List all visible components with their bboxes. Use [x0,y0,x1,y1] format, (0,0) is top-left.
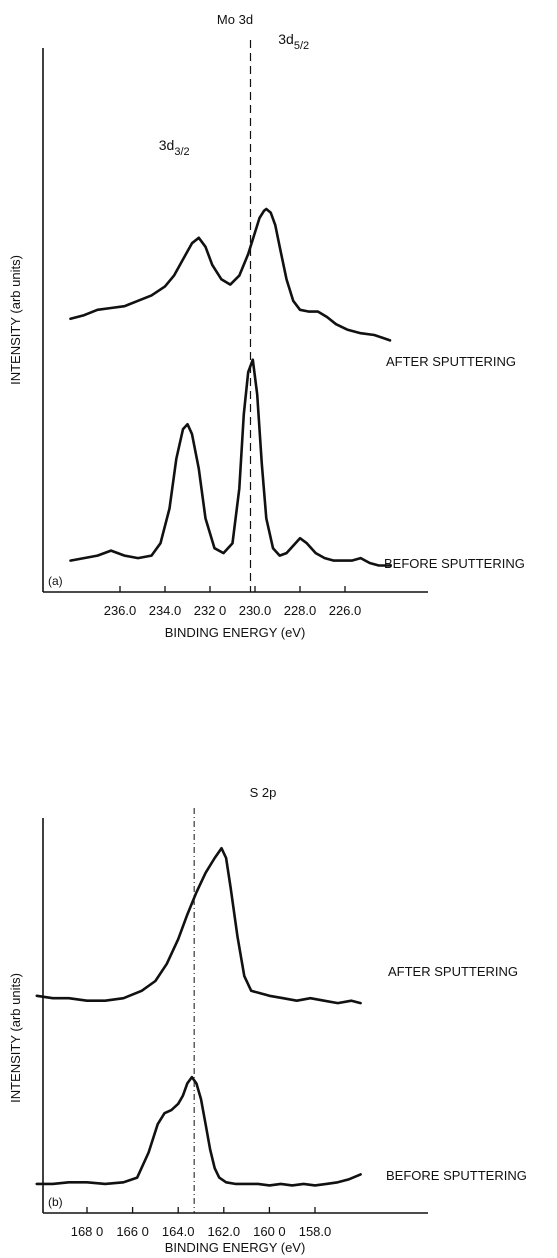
panel-a-x-tick-label: 228.0 [284,603,317,618]
panel-a-series-after [69,207,392,342]
panel-b-x-tick-label: 158.0 [299,1224,332,1239]
panel-a-x-label: BINDING ENERGY (eV) [165,625,306,640]
panel-a-x-tick-label: 230.0 [239,603,272,618]
panel-b-title: S 2p [250,785,277,800]
panel-a-series-label-before: BEFORE SPUTTERING [384,556,525,571]
panel-a-title: Mo 3d [217,12,253,27]
panel-a-x-tick-label: 234.0 [149,603,182,618]
panel-b-x-label: BINDING ENERGY (eV) [165,1240,306,1255]
panel-a-y-label: INTENSITY (arb units) [8,255,23,385]
panel-b-x-tick-label: 160 0 [253,1224,286,1239]
panel-b-label: (b) [48,1195,63,1209]
panel-b-x-tick-label: 168 0 [71,1224,104,1239]
panel-a: Mo 3d (a) INTENSITY (arb units) BINDING … [8,12,525,640]
panel-b-x-tick-label: 162.0 [208,1224,241,1239]
panel-b-x-tick-label: 166 0 [116,1224,149,1239]
panel-a-annotation-3d52: 3d5/2 [278,31,309,52]
panel-b-y-label: INTENSITY (arb units) [8,973,23,1103]
panel-b-series-label-after: AFTER SPUTTERING [388,964,518,979]
panel-a-label: (a) [48,574,63,588]
panel-b-ticks: 168 0 166 0 164.0 162.0 160 0 158.0 [71,1207,332,1239]
panel-b: S 2p (b) INTENSITY (arb units) BINDING E… [8,785,527,1255]
panel-a-x-tick-label: 226.0 [329,603,362,618]
panel-a-series-before [69,358,392,567]
panel-b-series-label-before: BEFORE SPUTTERING [386,1168,527,1183]
panel-b-series-before [35,1075,362,1187]
panel-a-annotation-3d32: 3d3/2 [159,137,190,158]
panel-a-x-tick-label: 232 0 [194,603,227,618]
panel-a-series-label-after: AFTER SPUTTERING [386,354,516,369]
panel-b-x-tick-label: 164.0 [162,1224,195,1239]
panel-b-series-after [35,846,362,1005]
panel-a-x-tick-label: 236.0 [104,603,137,618]
panel-a-ticks: 236.0 234.0 232 0 230.0 228.0 226.0 [104,586,362,618]
